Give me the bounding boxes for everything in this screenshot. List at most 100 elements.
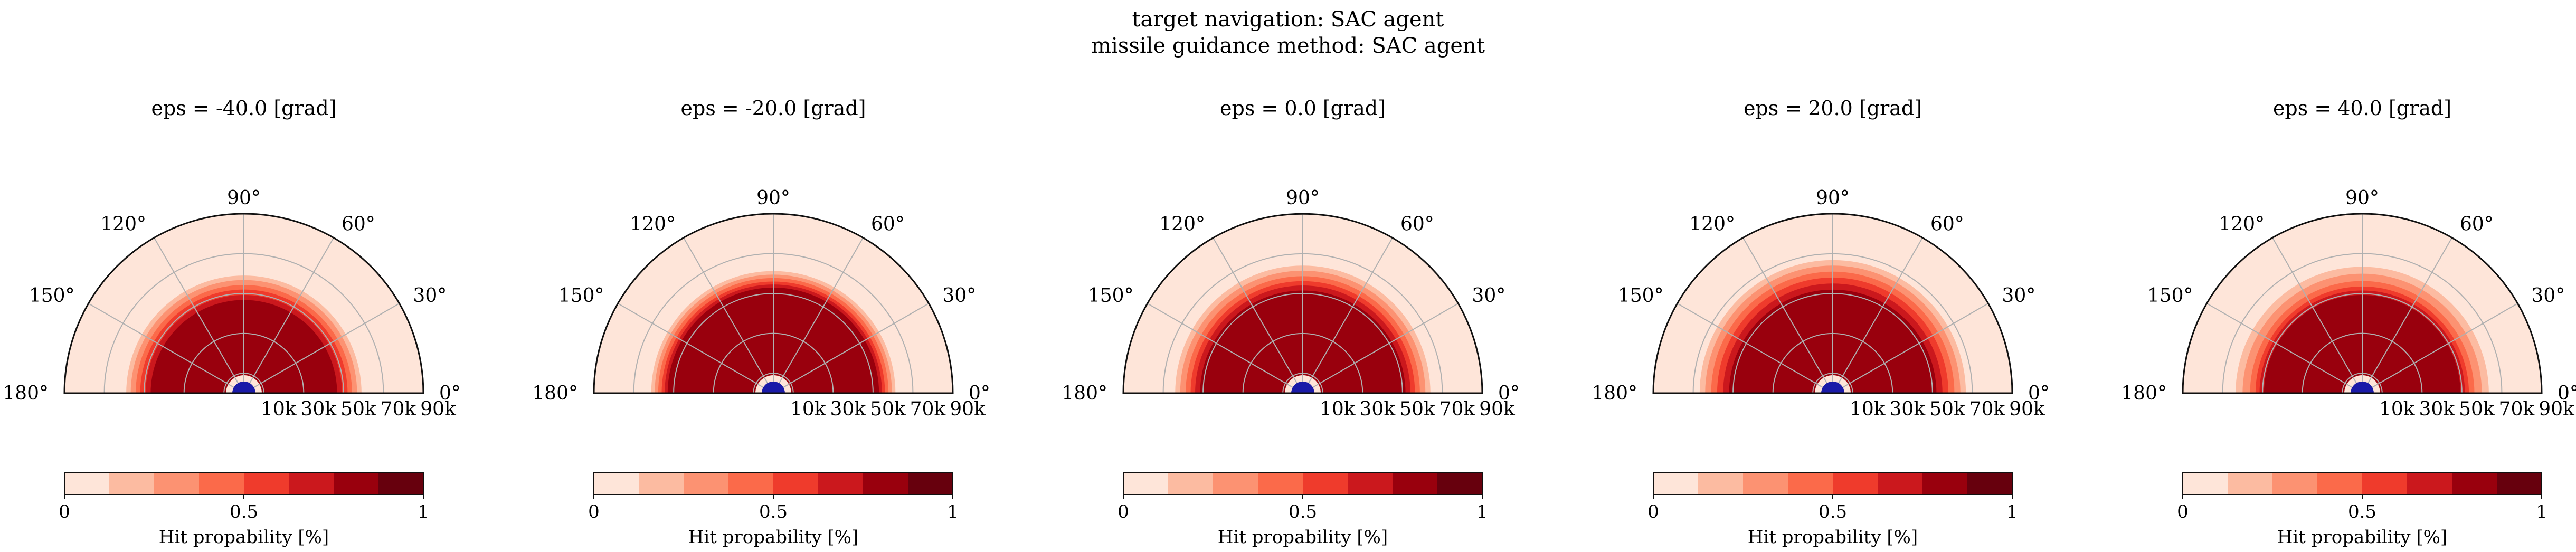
theta-tick-label: 180° xyxy=(532,383,578,404)
colorbar-band xyxy=(594,472,639,494)
theta-tick-label: 120° xyxy=(2219,214,2265,235)
r-tick-label: 90k xyxy=(1479,398,1516,420)
colorbar: 0 0.5 1 Hit propability [%] xyxy=(1647,472,2018,548)
theta-tick-label: 120° xyxy=(630,214,676,235)
colorbar-band xyxy=(109,472,155,494)
theta-tick-label: 0° xyxy=(439,383,461,404)
polar-panel-2: eps = -20.0 [grad] 0° 30° 60° 90° 120° 150° 180… xyxy=(532,97,990,548)
suptitle-line-1: target navigation: SAC agent xyxy=(1132,7,1444,32)
colorbar-band xyxy=(1437,472,1483,494)
missile-marker xyxy=(2351,382,2374,393)
theta-tick-label: 90° xyxy=(227,187,261,209)
r-tick-label: 70k xyxy=(2499,398,2535,420)
missile-marker xyxy=(1291,382,1314,393)
colorbar-tick-label: 0.5 xyxy=(759,501,788,522)
colorbar-band xyxy=(244,472,289,494)
theta-tick-label: 90° xyxy=(756,187,790,209)
grid-spoke xyxy=(243,303,400,394)
colorbar-tick-label: 0 xyxy=(588,501,600,522)
theta-tick-label: 90° xyxy=(2345,187,2379,209)
colorbar-tick-label: 0 xyxy=(59,501,70,522)
theta-tick-label: 90° xyxy=(1816,187,1850,209)
theta-tick-label: 60° xyxy=(342,214,375,235)
colorbar-tick-label: 0.5 xyxy=(2348,501,2376,522)
colorbar-band xyxy=(1698,472,1744,494)
colorbar-band xyxy=(1123,472,1169,494)
grid-spoke xyxy=(1832,237,1923,394)
colorbar-tick-label: 0.5 xyxy=(1289,501,1317,522)
colorbar-band xyxy=(2407,472,2452,494)
grid-spoke xyxy=(1147,303,1303,394)
colorbar-band xyxy=(154,472,200,494)
theta-tick-label: 30° xyxy=(2531,285,2565,307)
grid-spoke xyxy=(88,303,244,394)
colorbar-band xyxy=(1303,472,1348,494)
r-tick-label: 10k xyxy=(1850,398,1886,420)
panel-title: eps = -40.0 [grad] xyxy=(151,97,337,120)
suptitle-line-2: missile guidance method: SAC agent xyxy=(1091,34,1485,58)
missile-marker xyxy=(1821,382,1844,393)
theta-tick-label: 0° xyxy=(1498,383,1520,404)
colorbar: 0 0.5 1 Hit propability [%] xyxy=(2177,472,2547,548)
colorbar-label: Hit propability [%] xyxy=(688,527,858,548)
colorbar-band xyxy=(1922,472,1968,494)
theta-tick-label: 120° xyxy=(1159,214,1205,235)
r-tick-label: 10k xyxy=(261,398,297,420)
polar-grid xyxy=(1677,214,1988,394)
r-tick-label: 50k xyxy=(2459,398,2495,420)
r-tick-label: 30k xyxy=(301,398,337,420)
r-tick-label: 50k xyxy=(870,398,906,420)
r-tick-label: 70k xyxy=(381,398,417,420)
colorbar-band xyxy=(684,472,729,494)
r-tick-label: 10k xyxy=(790,398,827,420)
colorbar-band xyxy=(1653,472,1699,494)
polar-grid xyxy=(88,214,400,394)
colorbar-band xyxy=(2272,472,2318,494)
grid-spoke xyxy=(243,237,334,394)
grid-spoke xyxy=(1302,303,1459,394)
colorbar-band xyxy=(908,472,953,494)
grid-spoke xyxy=(773,303,929,394)
theta-tick-labels: 0° 30° 60° 90° 120° 150° 180° xyxy=(1592,187,2050,404)
colorbar-band xyxy=(2497,472,2542,494)
colorbar-label: Hit propability [%] xyxy=(1218,527,1388,548)
colorbar-tick-label: 1 xyxy=(418,501,429,522)
r-tick-label: 10k xyxy=(2379,398,2416,420)
colorbar-tick-label: 1 xyxy=(2006,501,2018,522)
r-tick-label: 90k xyxy=(2009,398,2045,420)
theta-tick-label: 60° xyxy=(871,214,905,235)
polar-panel-1: eps = -40.0 [grad] 0° 30° 60° 90° 120° 150° 180… xyxy=(3,97,461,548)
r-tick-label: 90k xyxy=(2539,398,2575,420)
theta-tick-label: 150° xyxy=(558,285,604,307)
grid-spoke xyxy=(2362,303,2518,394)
r-tick-label: 30k xyxy=(1890,398,1926,420)
grid-spoke xyxy=(2362,237,2452,394)
polar-frame xyxy=(63,213,424,394)
grid-spoke xyxy=(1213,237,1303,394)
colorbar: 0 0.5 1 Hit propability [%] xyxy=(59,472,429,548)
panel-title: eps = 20.0 [grad] xyxy=(1744,97,1922,120)
colorbar-band xyxy=(1967,472,2013,494)
missile-marker xyxy=(232,382,255,393)
colorbar-band xyxy=(1393,472,1438,494)
polar-panel-3: eps = 0.0 [grad] 0° 30° 60° 90° 120° 150° 180° 1… xyxy=(1062,97,1520,548)
grid-spoke xyxy=(1302,237,1393,394)
r-tick-label: 90k xyxy=(950,398,986,420)
colorbar: 0 0.5 1 Hit propability [%] xyxy=(588,472,959,548)
grid-spoke xyxy=(1832,303,1988,394)
r-tick-label: 50k xyxy=(340,398,377,420)
r-tick-labels: 10k 30k 50k 70k 90k xyxy=(790,398,986,420)
r-tick-label: 70k xyxy=(910,398,946,420)
colorbar-band xyxy=(2452,472,2497,494)
r-tick-label: 70k xyxy=(1969,398,2006,420)
colorbar-band xyxy=(728,472,774,494)
colorbar-band xyxy=(199,472,244,494)
theta-tick-label: 90° xyxy=(1286,187,1320,209)
colorbar-band xyxy=(289,472,334,494)
theta-tick-label: 60° xyxy=(2460,214,2494,235)
grid-spoke xyxy=(2272,237,2363,394)
missile-marker xyxy=(762,382,785,393)
theta-tick-labels: 0° 30° 60° 90° 120° 150° 180° xyxy=(3,187,461,404)
theta-tick-label: 150° xyxy=(1618,285,1664,307)
colorbar-band xyxy=(64,472,110,494)
